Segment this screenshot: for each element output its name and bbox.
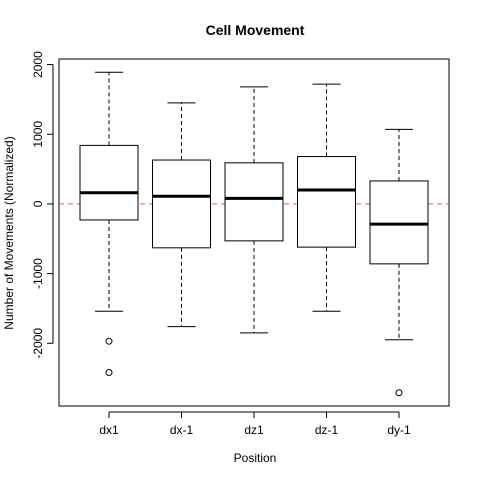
x-tick-label: dx-1 — [170, 423, 194, 437]
outlier-point — [105, 337, 113, 345]
outlier-point — [395, 389, 403, 397]
y-axis: -2000 -1000 0 1000 2000 — [31, 51, 54, 359]
y-tick-label: -1000 — [31, 258, 45, 289]
box-iqr — [224, 162, 284, 242]
x-axis: dx1 dx-1 dz1 dz-1 dy-1 — [99, 411, 411, 437]
box-dz1 — [224, 86, 284, 334]
x-tick-label: dz-1 — [315, 423, 339, 437]
x-tick-label: dx1 — [99, 423, 119, 437]
box-dx1 — [79, 71, 139, 377]
y-tick-label: 1000 — [31, 121, 45, 148]
box-iqr — [79, 144, 139, 221]
box-iqr — [297, 156, 356, 248]
boxes-layer — [79, 71, 429, 397]
x-tick-label: dy-1 — [387, 423, 411, 437]
x-axis-label: Position — [234, 451, 277, 465]
x-tick-label: dz1 — [244, 423, 264, 437]
box-dz-1 — [297, 83, 356, 312]
box-iqr — [369, 180, 429, 265]
plot-frame — [58, 58, 450, 407]
box-dy-1 — [369, 128, 429, 397]
box-dx-1 — [152, 102, 211, 328]
y-tick-label: -2000 — [31, 328, 45, 359]
box-iqr — [152, 159, 211, 249]
y-axis-label: Number of Movements (Normalized) — [2, 136, 16, 329]
y-tick-label: 0 — [31, 200, 45, 207]
y-tick-label: 2000 — [31, 51, 45, 78]
chart-title: Cell Movement — [206, 22, 305, 38]
outlier-point — [105, 369, 113, 377]
